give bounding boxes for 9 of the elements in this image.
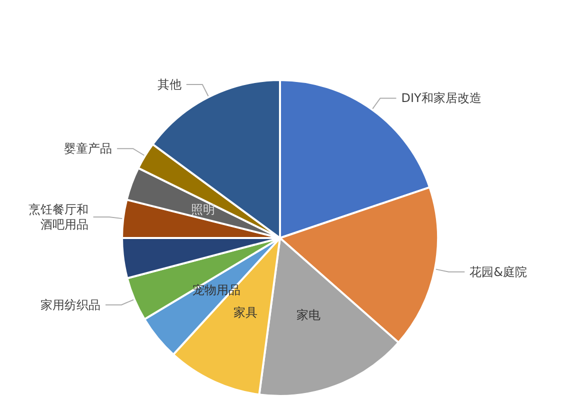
slice-label: 家具 <box>233 305 258 320</box>
slice-label: 其他 <box>157 78 182 92</box>
slice-label: 烹饪餐厅和酒吧用品 <box>28 202 88 232</box>
slice-label: 照明 <box>191 202 216 217</box>
slice-label: DIY和家居改造 <box>401 91 482 106</box>
slice-label: 婴童产品 <box>64 142 112 156</box>
slice-label: 家电 <box>296 308 321 322</box>
slice-label: 家用纺织品 <box>40 298 101 312</box>
slice-label: 花园&庭院 <box>470 264 527 279</box>
